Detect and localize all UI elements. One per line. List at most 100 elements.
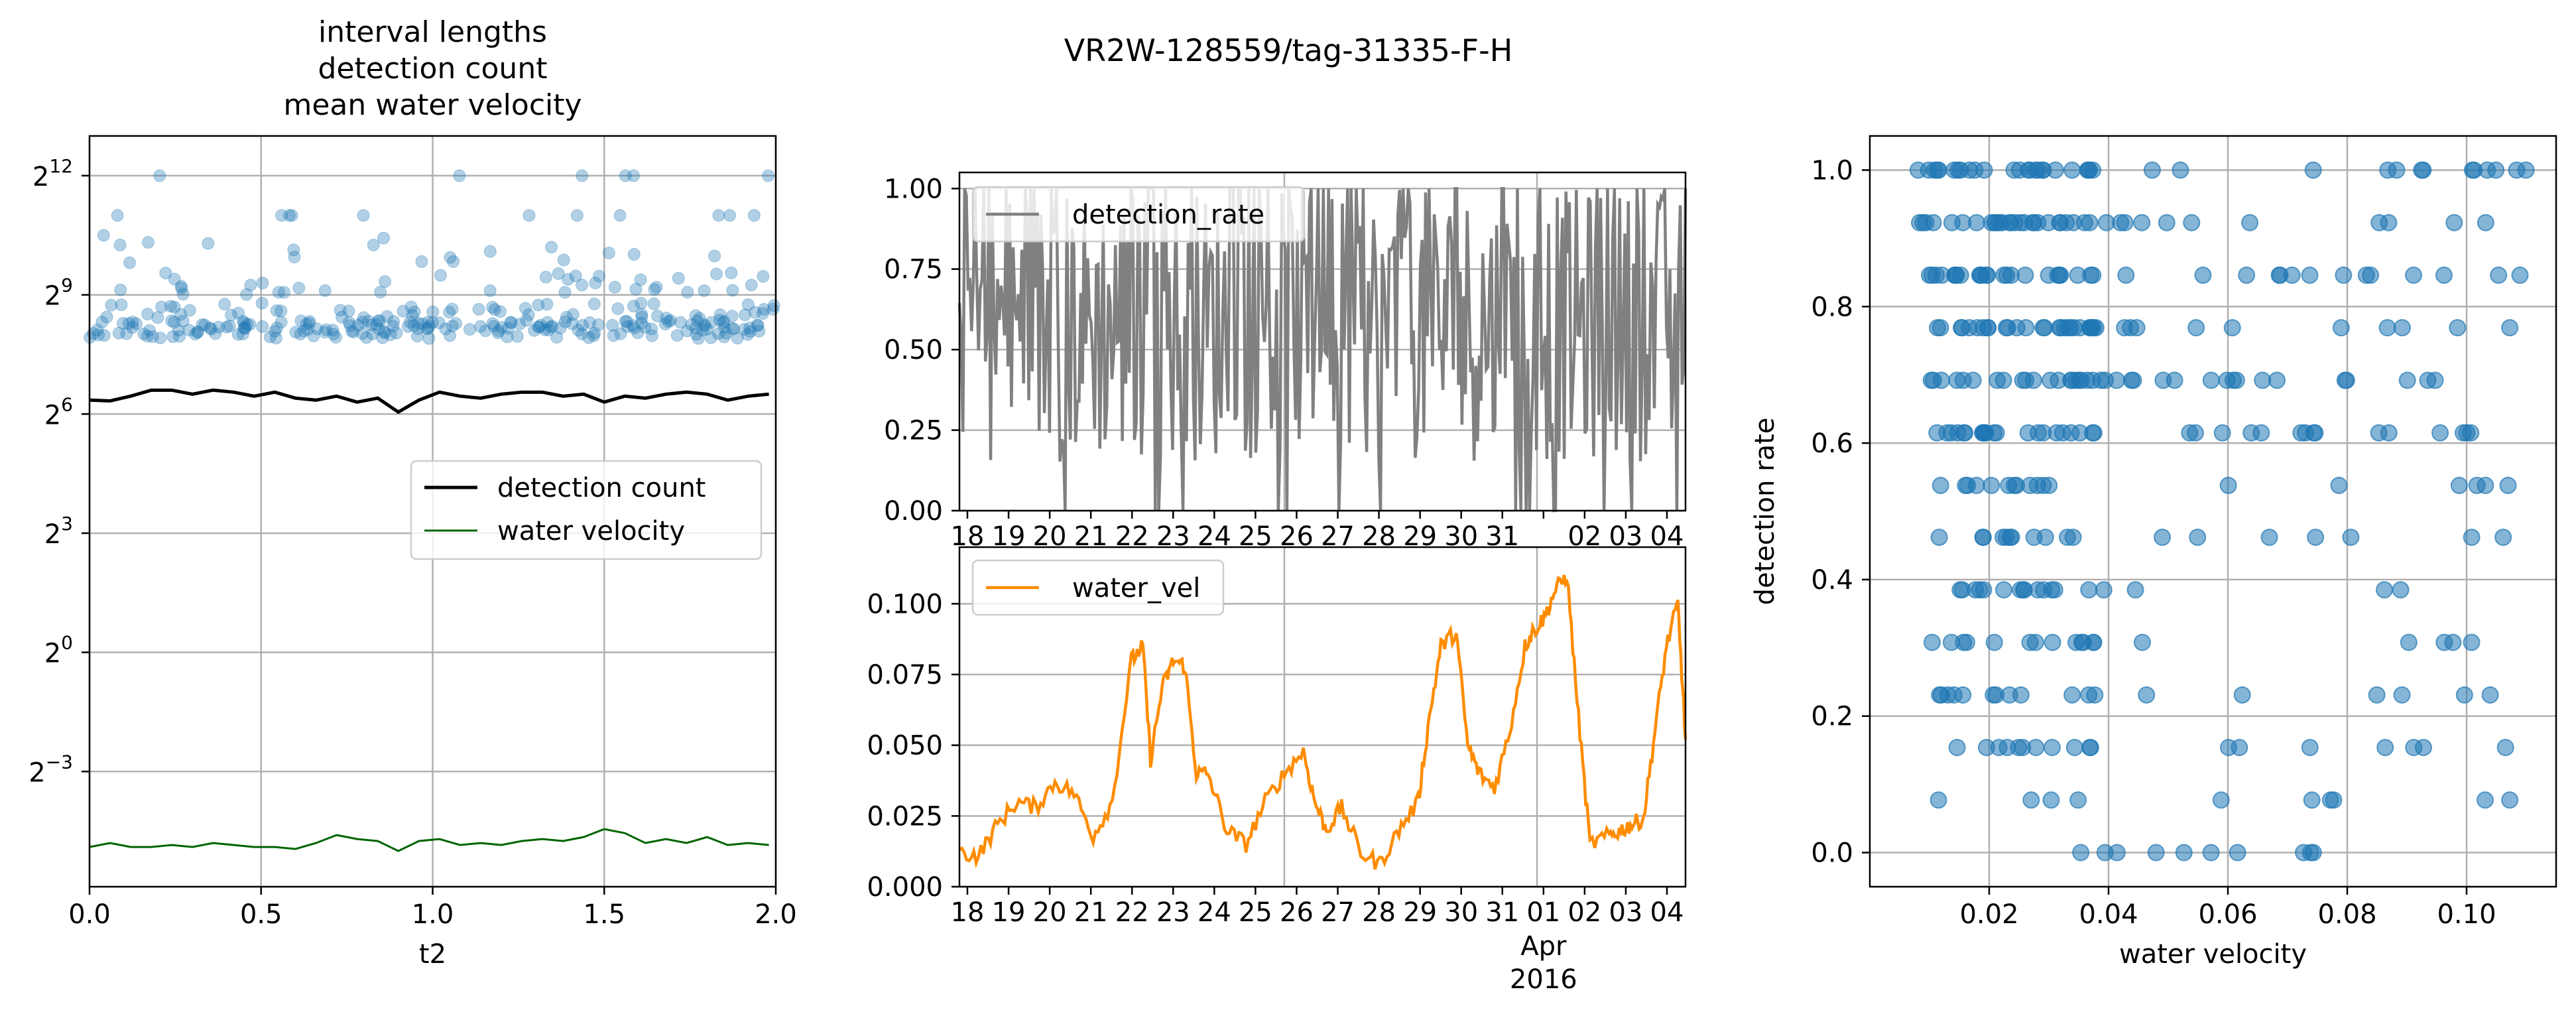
scatter-point	[1930, 791, 1947, 809]
scatter-point	[351, 318, 365, 332]
scatter-point	[711, 327, 725, 340]
scatter-point	[650, 281, 663, 294]
scatter-point	[2117, 266, 2135, 284]
scatter-point	[342, 316, 355, 329]
scatter-point	[2000, 476, 2018, 494]
x-tick-label: 02	[1567, 897, 1601, 928]
scatter-point	[1994, 529, 2012, 546]
scatter-point	[1985, 633, 2003, 651]
scatter-point	[330, 331, 343, 344]
scatter-point	[2378, 319, 2396, 337]
scatter-point	[334, 304, 347, 317]
scatter-point	[2154, 529, 2172, 546]
scatter-point	[285, 209, 298, 222]
scatter-point	[2158, 214, 2176, 231]
y-tick-label: 29	[44, 275, 73, 312]
scatter-point	[172, 324, 185, 337]
scatter-point	[198, 318, 212, 332]
scatter-point	[415, 317, 428, 330]
scatter-point	[2213, 424, 2231, 442]
legend-box	[971, 186, 1306, 243]
scatter-point	[709, 267, 723, 281]
scatter-point	[2342, 529, 2360, 546]
scatter-point	[129, 317, 143, 330]
scatter-point	[2238, 266, 2256, 284]
scatter-point	[538, 323, 552, 336]
scatter-point	[223, 320, 236, 333]
scatter-point	[658, 318, 672, 331]
y-tick-label: 2−3	[29, 751, 73, 788]
scatter-point	[369, 318, 383, 331]
scatter-point	[120, 327, 133, 340]
scatter-point	[2362, 266, 2380, 284]
scatter-point	[275, 209, 288, 222]
scatter-point	[342, 304, 355, 318]
scatter-point	[2202, 371, 2220, 389]
scatter-point	[237, 322, 251, 335]
scatter-point	[614, 327, 627, 340]
scatter-point	[483, 284, 497, 297]
scatter-point	[112, 326, 125, 340]
scatter-point	[373, 314, 387, 328]
scatter-point	[443, 306, 456, 319]
scatter-point	[255, 296, 269, 310]
x-tick-label: 29	[1403, 897, 1437, 928]
scatter-point	[725, 322, 739, 335]
scatter-point	[326, 324, 339, 337]
scatter-point	[204, 322, 217, 336]
scatter-point	[693, 312, 706, 325]
scatter-point	[270, 304, 283, 317]
scatter-point	[241, 318, 254, 331]
scatter-point	[2036, 319, 2054, 337]
scatter-point	[151, 311, 164, 324]
scatter-point	[731, 332, 744, 345]
scatter-point	[2335, 266, 2353, 284]
scatter-point	[650, 309, 664, 322]
scatter-point	[550, 331, 564, 344]
scatter-point	[501, 322, 515, 335]
scatter-point	[2224, 371, 2242, 389]
scatter-point	[2304, 161, 2322, 179]
x-tick-sublabel-year: 2016	[1510, 964, 1577, 995]
scatter-point	[365, 318, 379, 332]
scatter-point	[357, 209, 370, 222]
scatter-point	[2431, 424, 2449, 442]
scatter-point	[1974, 529, 1992, 546]
scatter-point	[137, 327, 151, 340]
scatter-point	[175, 282, 188, 295]
water-velocity-line	[89, 828, 769, 852]
scatter-point	[696, 324, 709, 337]
scatter-point	[1924, 214, 1942, 231]
scatter-point	[412, 322, 425, 336]
scatter-point	[634, 273, 647, 287]
scatter-point	[2186, 424, 2204, 442]
scatter-point	[240, 288, 253, 301]
y-tick-label: 0.75	[884, 255, 943, 285]
y-tick-label: 0.00	[884, 496, 943, 527]
scatter-point	[2393, 319, 2411, 337]
scatter-point	[434, 269, 447, 282]
scatter-point	[2301, 844, 2319, 862]
scatter-point	[2202, 844, 2220, 862]
left-plot: 0.0 0.5 1.0 1.5 2.0 212 29 26 23 20 2−3 t2 interval …	[29, 15, 797, 970]
scatter-point	[2270, 266, 2288, 284]
scatter-point	[232, 306, 245, 320]
scatter-point	[672, 272, 685, 285]
scatter-point	[220, 320, 233, 334]
scatter-point	[2002, 266, 2020, 284]
scatter-point	[347, 325, 360, 338]
scatter-point	[432, 316, 446, 330]
scatter-point	[572, 324, 585, 337]
scatter-point	[2393, 686, 2411, 704]
scatter-point	[486, 317, 499, 330]
scatter-point	[2116, 214, 2134, 231]
scatter-point	[2065, 739, 2083, 757]
scatter-point	[635, 316, 648, 330]
scatter-point	[738, 308, 751, 322]
scatter-point	[613, 209, 627, 222]
scatter-point	[2079, 161, 2097, 179]
x-tick-label: 0.08	[2317, 899, 2376, 930]
scatter-point	[218, 298, 231, 311]
scatter-point	[719, 326, 733, 340]
scatter-point	[587, 329, 600, 342]
